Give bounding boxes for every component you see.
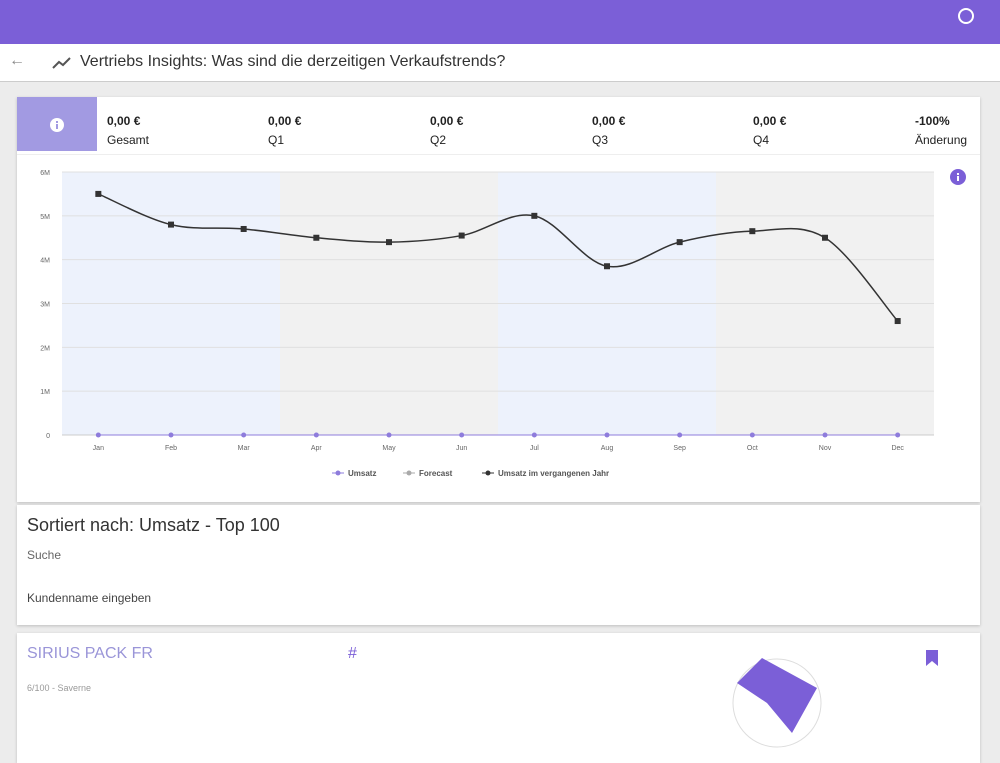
legend-marker [406, 470, 412, 476]
point [749, 432, 755, 438]
kpi-value: 0,00 € [268, 114, 302, 128]
point [676, 239, 683, 246]
y-tick-label: 1M [40, 389, 50, 396]
x-tick-label: Oct [747, 445, 758, 452]
point [386, 239, 392, 246]
kpi: 0,00 € Q1 [268, 114, 301, 147]
kpi-label: Q3 [592, 133, 609, 147]
chart-info-icon[interactable] [950, 169, 966, 185]
bookmark[interactable] [925, 650, 939, 668]
kpi-label: Q2 [430, 133, 447, 147]
x-tick-label: Jun [456, 445, 467, 452]
x-tick-label: Jul [530, 445, 539, 452]
customer-subtitle: 6/100 - Saverne [27, 683, 92, 693]
radar [732, 658, 822, 748]
info-box[interactable] [17, 97, 97, 151]
kpi-label: Q4 [753, 133, 770, 147]
x-tick-label: Feb [165, 445, 177, 452]
point [313, 234, 320, 241]
point [894, 318, 901, 325]
legend-marker [335, 470, 341, 476]
x-tick-label: Jan [93, 445, 104, 452]
info-icon [50, 118, 64, 132]
point [531, 212, 538, 219]
x-tick-label: Aug [601, 445, 614, 452]
point [458, 232, 465, 239]
point [95, 190, 102, 197]
app-bar [0, 0, 1000, 44]
title-bar: ← Vertriebs Insights: Was sind die derze… [0, 44, 1000, 82]
kpi-label: Änderung [915, 133, 968, 147]
kpi: -100% Änderung [915, 114, 967, 147]
search-card: Sortiert nach: Umsatz - Top 100 Suche Ku… [17, 505, 980, 625]
kpi: 0,00 € Q4 [753, 114, 786, 147]
kpi-value: 0,00 € [107, 114, 141, 128]
legend-label: Umsatz [348, 469, 376, 478]
x-tick-label: Sep [673, 445, 686, 452]
help-icon[interactable] [956, 6, 976, 26]
point [822, 234, 828, 241]
point [822, 432, 828, 438]
point [604, 263, 610, 270]
x-tick-label: Apr [311, 445, 323, 452]
legend-label: Umsatz im vergangenen Jahr [498, 469, 609, 478]
y-tick-label: 0 [46, 433, 50, 440]
y-tick-label: 5M [40, 214, 50, 221]
sort-title: Sortiert nach: Umsatz - Top 100 [27, 515, 280, 535]
y-tick-label: 2M [40, 345, 50, 352]
point [386, 432, 392, 438]
search-input[interactable]: Kundenname eingeben [27, 591, 152, 605]
point [895, 432, 901, 438]
kpi: 0,00 € Q3 [592, 114, 625, 147]
search-label: Suche [27, 548, 62, 562]
kpi-value: 0,00 € [753, 114, 787, 128]
back-button[interactable]: ← [9, 52, 25, 69]
kpi: 0,00 € Gesamt [107, 114, 149, 147]
legend-marker [485, 470, 491, 476]
point [531, 432, 537, 438]
point [240, 225, 247, 232]
trend-icon [52, 57, 71, 69]
chart: 0 1M 2M 3M 4M 5M 6M Jan Feb Mar Apr May Jun Jul Aug Sep… [40, 170, 934, 478]
point [677, 432, 683, 438]
x-tick-label: Nov [819, 445, 832, 452]
point [168, 432, 174, 438]
kpi-label: Q1 [268, 133, 285, 147]
y-tick-label: 6M [40, 170, 50, 177]
point [313, 432, 319, 438]
x-tick-label: May [382, 445, 396, 452]
y-tick-label: 4M [40, 258, 50, 265]
point [95, 432, 101, 438]
legend-label: Forecast [419, 469, 453, 478]
kpi-value: -100% [915, 114, 950, 128]
page-title: Vertriebs Insights: Was sind die derzeit… [80, 53, 506, 70]
x-tick-label: Mar [238, 445, 251, 452]
point [604, 432, 610, 438]
kpi-label: Gesamt [107, 133, 150, 147]
x-tick-label: Dec [891, 445, 904, 452]
customer-name[interactable]: SIRIUS PACK FR [27, 645, 153, 662]
hash: # [348, 645, 357, 662]
point [241, 432, 247, 438]
point [749, 228, 756, 235]
kpi: 0,00 € Q2 [430, 114, 463, 147]
point [168, 221, 174, 228]
kpi-value: 0,00 € [430, 114, 464, 128]
y-tick-label: 3M [40, 302, 50, 309]
point [459, 432, 465, 438]
customer-card: SIRIUS PACK FR # 6/100 - Saverne [17, 633, 980, 763]
kpi-value: 0,00 € [592, 114, 626, 128]
